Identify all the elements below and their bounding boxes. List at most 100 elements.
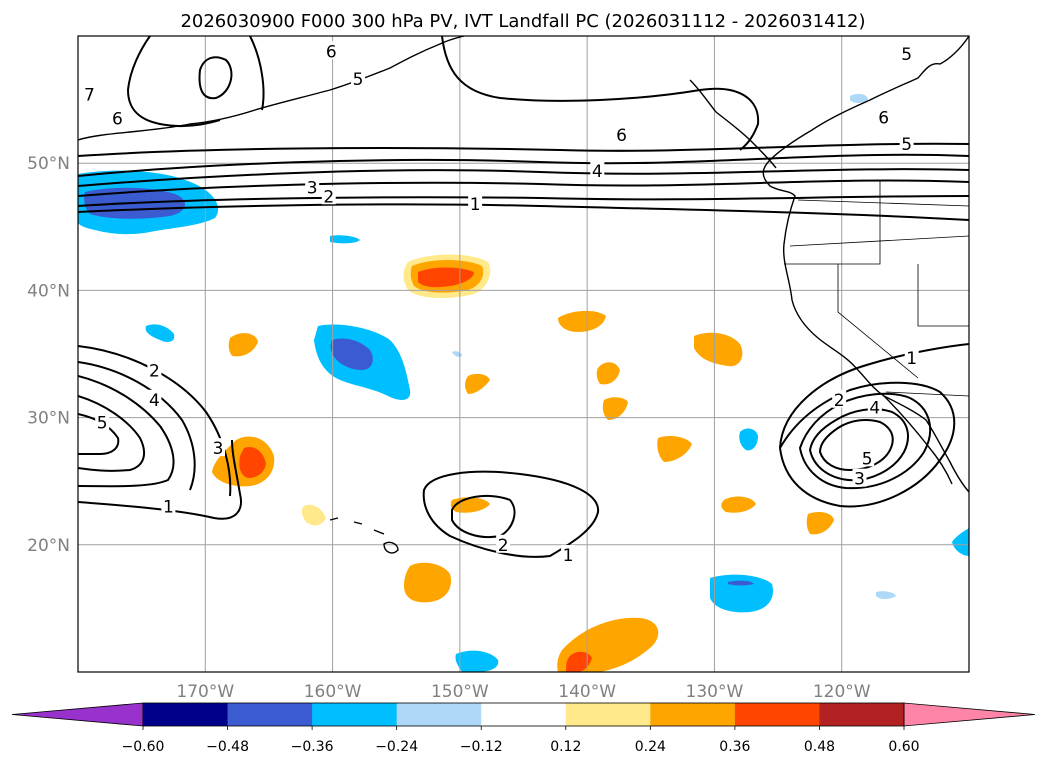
weak-negative-anomaly-region [850, 93, 868, 103]
state-borders [784, 180, 969, 397]
contour-label: 4 [869, 398, 880, 418]
longitude-labels: 170°W 160°W 150°W 140°W 130°W 120°W [176, 682, 870, 702]
weak-negative-anomaly-region [876, 591, 896, 599]
contour-label-bg [82, 84, 97, 103]
contour-label-bg [147, 389, 162, 408]
contour-label-bg [899, 134, 914, 153]
contour-label: 6 [326, 42, 337, 62]
positive-anomaly-region [806, 512, 834, 535]
contour-line [441, 36, 760, 151]
negative-anomaly-region [145, 324, 175, 342]
us-mexico-border [885, 391, 969, 397]
colorbar-frame [142, 702, 905, 727]
strong-negative-anomaly-region [330, 338, 373, 370]
contour-label: 1 [470, 195, 481, 215]
contour-label: 7 [84, 86, 95, 106]
positive-anomaly-region [694, 332, 743, 367]
lon-label: 120°W [813, 682, 871, 702]
contour-line [78, 153, 969, 177]
coastlines [78, 36, 969, 554]
contour-label: 5 [862, 449, 873, 469]
contour-line [808, 408, 909, 482]
contour-label: 5 [97, 414, 108, 434]
colorbar-segment [734, 703, 820, 726]
contour-label: 2 [323, 187, 334, 207]
north-america-west-coast [762, 36, 969, 493]
contour-label: 3 [307, 178, 318, 198]
lon-label: 150°W [431, 682, 489, 702]
colorbar-tick-label: −0.12 [460, 739, 503, 755]
contour-label-bg [110, 108, 125, 127]
positive-anomaly-region [721, 496, 756, 513]
positive-anomaly-region [558, 310, 606, 332]
colorbar-segment [819, 703, 905, 726]
negative-anomaly-region [330, 235, 360, 244]
contour-label-bg [561, 544, 576, 563]
colorbar-tick-label: −0.36 [291, 739, 334, 755]
contour-label-bg [147, 360, 162, 379]
contour-label-bg [860, 448, 875, 467]
positive-anomaly-region [404, 562, 452, 603]
contour-line [818, 419, 894, 472]
contour-line [451, 494, 516, 538]
lon-label: 170°W [176, 682, 234, 702]
colorbar-tick-label: −0.24 [375, 739, 418, 755]
contour-label-bg [321, 186, 336, 205]
positive-anomaly-region [228, 333, 258, 357]
contour-label-bg [904, 347, 919, 366]
colorbar-tick-label: −0.60 [122, 739, 165, 755]
nv-az-border [917, 264, 969, 327]
contour-line [779, 343, 969, 449]
lat-label: 20°N [27, 536, 70, 556]
contour-label: 6 [112, 110, 123, 130]
colorbar-tick-label: 0.12 [550, 739, 581, 755]
colorbar-tick-labels: −0.60 −0.48 −0.36 −0.24 −0.12 0.12 0.24 0.36 0.4… [122, 726, 920, 755]
contour-label: 1 [563, 546, 574, 566]
contour-line [78, 361, 196, 491]
contour-label-bg [832, 389, 847, 408]
positive-anomaly-region [602, 397, 628, 420]
contour-label: 6 [616, 126, 627, 146]
contour-label: 1 [163, 498, 174, 518]
figure-title: 2026030900 F000 300 hPa PV, IVT Landfall… [180, 11, 865, 32]
contour-label-bg [468, 193, 483, 212]
colorbar-segment [396, 703, 482, 726]
contour-line [78, 439, 242, 520]
contour-label-bg [305, 177, 320, 196]
contour-line [198, 56, 233, 100]
positive-anomaly-region [465, 373, 490, 394]
map-gridlines [78, 36, 969, 672]
contour-label-bg [496, 534, 511, 553]
alaska-panhandle [689, 79, 777, 169]
contour-line [78, 375, 175, 488]
contour-label: 5 [901, 135, 912, 155]
wa-or-border [789, 235, 969, 247]
strong-negative-anomaly-region [728, 580, 754, 586]
colorbar-segment [650, 703, 736, 726]
strong-positive-anomaly-region [566, 651, 592, 672]
lon-label: 140°W [558, 682, 616, 702]
lat-label: 30°N [27, 409, 70, 429]
colorbar-segment [227, 703, 313, 726]
positive-anomaly-region [657, 436, 692, 462]
pv-anomaly-shading [78, 93, 969, 672]
contour-label-bg [324, 41, 339, 60]
alaska-coast [78, 36, 465, 141]
or-ca-border [784, 180, 881, 265]
map-frame [77, 35, 970, 673]
contour-line [78, 203, 969, 221]
lat-label: 40°N [27, 281, 70, 301]
contour-line [422, 470, 600, 558]
colorbar-tick-label: 0.60 [888, 739, 919, 755]
contour-label-bg [211, 438, 226, 457]
latitude-labels: 50°N 40°N 30°N 20°N [27, 154, 70, 556]
contour-label: 2 [149, 362, 160, 382]
colorbar [11, 702, 1036, 727]
us-canada-border [797, 199, 969, 207]
lat-label: 50°N [27, 154, 70, 174]
colorbar-extend-low [11, 702, 144, 727]
colorbar-tick-label: −0.48 [206, 739, 249, 755]
contour-line [78, 168, 969, 187]
